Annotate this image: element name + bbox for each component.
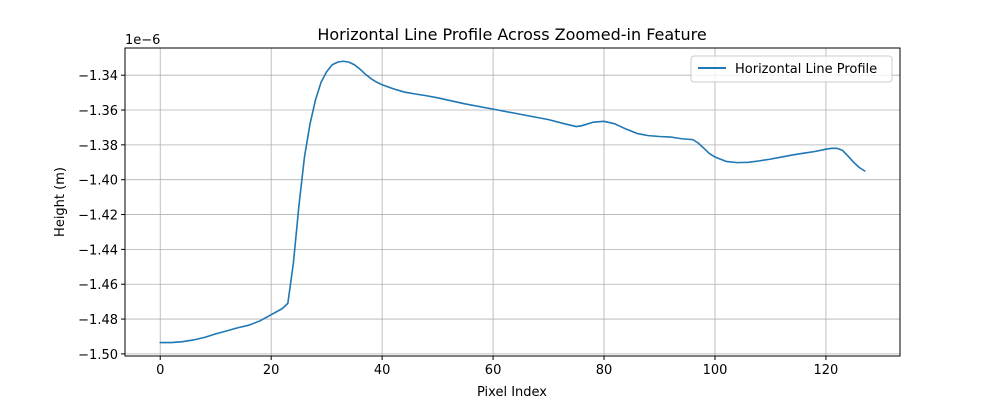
series-line: [159, 60, 866, 344]
x-tick-label: 120: [814, 363, 839, 378]
y-axis-label: Height (m): [53, 167, 68, 237]
legend-label: Horizontal Line Profile: [735, 62, 877, 77]
x-tick-label: 0: [156, 363, 164, 378]
y-offset-text: 1e−6: [125, 33, 160, 48]
x-tick-label: 100: [703, 363, 728, 378]
y-tick-label: −1.50: [78, 348, 118, 363]
y-tick-label: −1.36: [78, 104, 118, 119]
legend-box: [690, 55, 893, 83]
y-tick-label: −1.40: [78, 174, 118, 189]
chart-title: Horizontal Line Profile Across Zoomed-in…: [317, 25, 706, 44]
x-tick-label: 20: [263, 363, 280, 378]
grid: [125, 48, 900, 356]
axes-frame: [124, 47, 901, 357]
x-tick-label: 60: [485, 363, 502, 378]
x-axis-label: Pixel Index: [477, 385, 547, 400]
x-tick-label: 40: [374, 363, 391, 378]
y-tick-label: −1.34: [78, 69, 118, 84]
plot-area: [159, 60, 866, 344]
y-tick-label: −1.44: [78, 243, 118, 258]
y-tick-label: −1.46: [78, 278, 118, 293]
y-tick-label: −1.48: [78, 313, 118, 328]
legend: Horizontal Line Profile: [690, 55, 893, 83]
y-tick-label: −1.38: [78, 139, 118, 154]
ticks: 0 20 40 60 80 100 120 −1.50 −1.48 −1.46 −1.44 −1.42…: [78, 69, 838, 378]
y-tick-label: −1.42: [78, 209, 118, 224]
x-tick-label: 80: [596, 363, 613, 378]
